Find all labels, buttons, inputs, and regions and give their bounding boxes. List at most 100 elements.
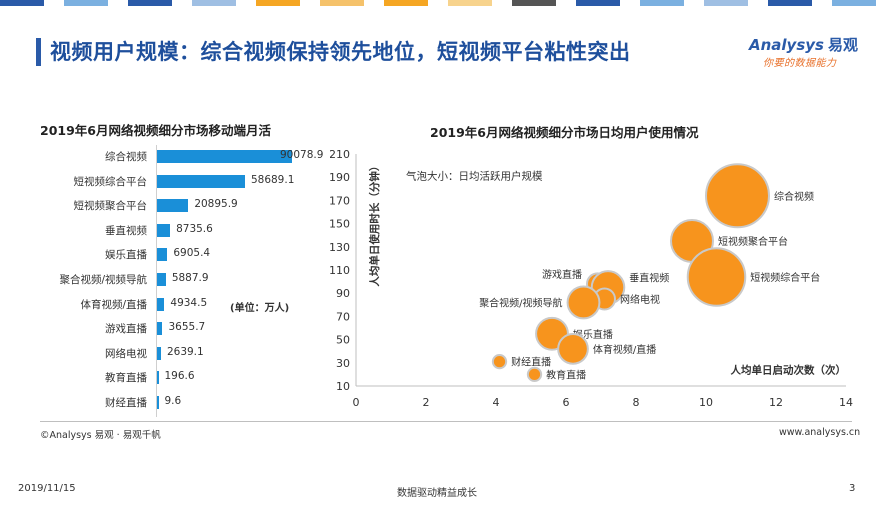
x-tick-label: 2 bbox=[423, 396, 430, 409]
x-tick-label: 10 bbox=[699, 396, 713, 409]
bubble-label: 体育视频/直播 bbox=[593, 343, 656, 356]
x-tick-label: 12 bbox=[769, 396, 783, 409]
bar-value-label: 8735.6 bbox=[176, 222, 213, 235]
bar-value-label: 5887.9 bbox=[171, 272, 209, 284]
bar-value-label: 196.6 bbox=[164, 370, 195, 383]
bar bbox=[157, 150, 292, 163]
top-stripe bbox=[320, 0, 364, 6]
bar-chart-unit-note: (单位：万人) bbox=[230, 303, 290, 314]
bubble bbox=[526, 366, 543, 383]
x-tick-label: 4 bbox=[493, 396, 500, 409]
bar-value-label: 90078.9 bbox=[280, 149, 324, 161]
y-tick-label: 50 bbox=[336, 334, 350, 347]
bubble bbox=[491, 353, 508, 370]
y-tick-label: 170 bbox=[330, 194, 350, 207]
source-note: ©Analysys 易观 · 易观千帆 bbox=[40, 430, 161, 441]
bar-row: 体育视频/直播 4934.5 bbox=[40, 293, 340, 317]
bar-chart-axis bbox=[156, 145, 157, 417]
top-stripe bbox=[448, 0, 492, 6]
bar-category-label: 教育直播 bbox=[105, 372, 147, 385]
top-color-stripes bbox=[0, 0, 876, 6]
bar bbox=[157, 199, 189, 213]
top-stripe bbox=[192, 0, 236, 6]
bar-category-label: 体育视频/直播 bbox=[80, 298, 147, 311]
bar-row: 财经直播 9.6 bbox=[40, 391, 340, 415]
bubble-label: 短视频聚合平台 bbox=[718, 235, 788, 248]
bubble-label: 教育直播 bbox=[546, 368, 586, 381]
page-number: 3 bbox=[849, 483, 856, 494]
bar-category-label: 综合视频 bbox=[105, 151, 147, 163]
logo-slogan: 你要的数据能力 bbox=[763, 58, 837, 69]
top-stripe bbox=[0, 0, 44, 6]
top-stripe bbox=[64, 0, 108, 6]
bar bbox=[157, 346, 161, 360]
y-tick-label: 10 bbox=[336, 380, 350, 393]
footer-slogan: 数据驱动精益成长 bbox=[397, 488, 477, 499]
top-stripe bbox=[384, 0, 428, 6]
footer-divider bbox=[40, 421, 852, 422]
bubble-label: 垂直视频 bbox=[629, 271, 669, 284]
y-tick-label: 110 bbox=[330, 264, 350, 277]
bar-chart-title: 2019年6月网络视频细分市场移动端月活 bbox=[40, 123, 271, 138]
bar-value-label: 4934.5 bbox=[170, 296, 208, 309]
y-tick-label: 210 bbox=[330, 148, 350, 161]
bar-row: 游戏直播 3655.7 bbox=[40, 317, 340, 341]
title-accent-bar bbox=[36, 38, 41, 66]
bar-category-label: 娱乐直播 bbox=[105, 249, 147, 262]
bubble-label: 短视频综合平台 bbox=[750, 271, 820, 284]
bar-value-label: 20895.9 bbox=[194, 198, 238, 211]
x-tick-label: 8 bbox=[633, 396, 640, 409]
y-tick-label: 150 bbox=[330, 218, 350, 231]
bar bbox=[157, 223, 171, 237]
bar-value-label: 3655.7 bbox=[168, 321, 206, 334]
top-stripe bbox=[832, 0, 876, 6]
x-tick-label: 14 bbox=[839, 396, 853, 409]
top-stripe bbox=[512, 0, 556, 6]
bubble-label: 游戏直播 bbox=[542, 268, 582, 281]
bar bbox=[157, 396, 159, 409]
bubble bbox=[686, 247, 747, 307]
bar bbox=[157, 297, 165, 311]
y-axis-label: 人均单日使用时长（分钟） bbox=[368, 161, 381, 287]
bubble bbox=[566, 285, 601, 320]
bar-row: 短视频综合平台 58689.1 bbox=[40, 170, 340, 194]
bar-category-label: 聚合视频/视频导航 bbox=[59, 274, 147, 286]
bar-row: 短视频聚合平台 20895.9 bbox=[40, 194, 340, 218]
analysys-logo: Analysys 易观 你要的数据能力 bbox=[749, 34, 859, 74]
y-tick-label: 190 bbox=[330, 171, 350, 184]
bar-category-label: 网络电视 bbox=[105, 347, 147, 360]
bar-row: 娱乐直播 6905.4 bbox=[40, 243, 340, 267]
x-axis-label: 人均单日启动次数（次） bbox=[731, 363, 847, 376]
bubble-label: 综合视频 bbox=[774, 190, 814, 203]
logo-cn: 易观 bbox=[827, 36, 858, 54]
bar-row: 教育直播 196.6 bbox=[40, 366, 340, 390]
bar-category-label: 财经直播 bbox=[105, 397, 147, 409]
website-link[interactable]: www.analysys.cn bbox=[779, 427, 861, 438]
logo-en: Analysys bbox=[749, 36, 824, 54]
bar-row: 综合视频 90078.9 bbox=[40, 145, 340, 169]
y-tick-label: 130 bbox=[330, 241, 350, 254]
page-title: 视频用户规模：综合视频保持领先地位，短视频平台粘性突出 bbox=[50, 40, 631, 64]
bubble bbox=[557, 333, 589, 365]
bubble bbox=[705, 163, 770, 229]
report-date: 2019/11/15 bbox=[18, 483, 76, 494]
x-tick-label: 0 bbox=[353, 396, 360, 409]
top-stripe bbox=[256, 0, 300, 6]
logo-text: Analysys 易观 bbox=[749, 34, 858, 55]
bar-value-label: 58689.1 bbox=[250, 173, 295, 186]
bubble-label: 网络电视 bbox=[620, 293, 660, 306]
bar-category-label: 短视频聚合平台 bbox=[73, 200, 148, 213]
top-stripe bbox=[576, 0, 620, 6]
bubble-label: 聚合视频/视频导航 bbox=[479, 296, 562, 309]
x-tick-label: 6 bbox=[563, 396, 570, 409]
bar-value-label: 9.6 bbox=[164, 395, 182, 407]
bar-row: 垂直视频 8735.6 bbox=[40, 219, 340, 243]
bubble-chart: 10 30 50 70 90 110 130 150 170 190 210 0 2 4 6 8 10 12 14 人… bbox=[330, 148, 853, 409]
bubble-chart-title: 2019年6月网络视频细分市场日均用户使用情况 bbox=[430, 125, 699, 140]
bar bbox=[157, 174, 245, 188]
y-tick-label: 30 bbox=[336, 357, 350, 370]
top-stripe bbox=[128, 0, 172, 6]
bar-category-label: 垂直视频 bbox=[105, 224, 147, 237]
bar-category-label: 游戏直播 bbox=[105, 323, 147, 336]
bar-row: 网络电视 2639.1 bbox=[40, 342, 340, 366]
